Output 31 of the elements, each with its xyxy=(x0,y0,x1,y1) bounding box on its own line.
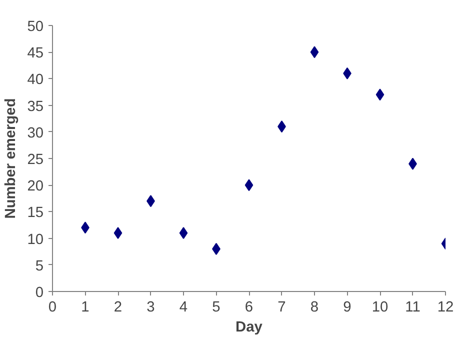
x-tick-label: 9 xyxy=(343,300,352,316)
x-tick-label: 1 xyxy=(81,300,90,316)
y-tick-label: 50 xyxy=(27,19,44,35)
x-tick-label: 2 xyxy=(114,300,122,316)
x-tick-label: 8 xyxy=(310,300,319,316)
x-tick-label: 10 xyxy=(372,300,388,316)
x-tick-label: 4 xyxy=(179,300,188,316)
point xyxy=(179,226,188,239)
point xyxy=(310,46,319,58)
point xyxy=(114,226,122,239)
y-tick-label: 25 xyxy=(27,152,44,168)
y-tick-label: 45 xyxy=(27,46,44,62)
y-tick-label: 5 xyxy=(35,258,44,274)
y-tick-label: 20 xyxy=(27,178,44,195)
point xyxy=(376,88,384,101)
x-tick-label: 12 xyxy=(437,300,454,316)
point xyxy=(244,179,254,192)
x-axis-title: Day xyxy=(236,320,264,336)
x-tick-label: 3 xyxy=(146,300,155,316)
x-tick-label: 5 xyxy=(212,300,220,316)
y-tick-label: 10 xyxy=(27,232,44,248)
y-tick-label: 15 xyxy=(27,205,44,222)
x-tick-label: 6 xyxy=(244,300,254,316)
x-tick-label: 0 xyxy=(48,300,57,316)
x-tick-label: 7 xyxy=(278,300,286,316)
y-tick-label: 40 xyxy=(27,72,44,88)
y-axis-title: Number emerged xyxy=(3,98,20,219)
y-tick-label: 30 xyxy=(27,125,44,142)
y-tick-label: 35 xyxy=(27,98,44,115)
y-tick-label: 0 xyxy=(35,285,44,301)
x-tick-label: 11 xyxy=(405,300,420,316)
